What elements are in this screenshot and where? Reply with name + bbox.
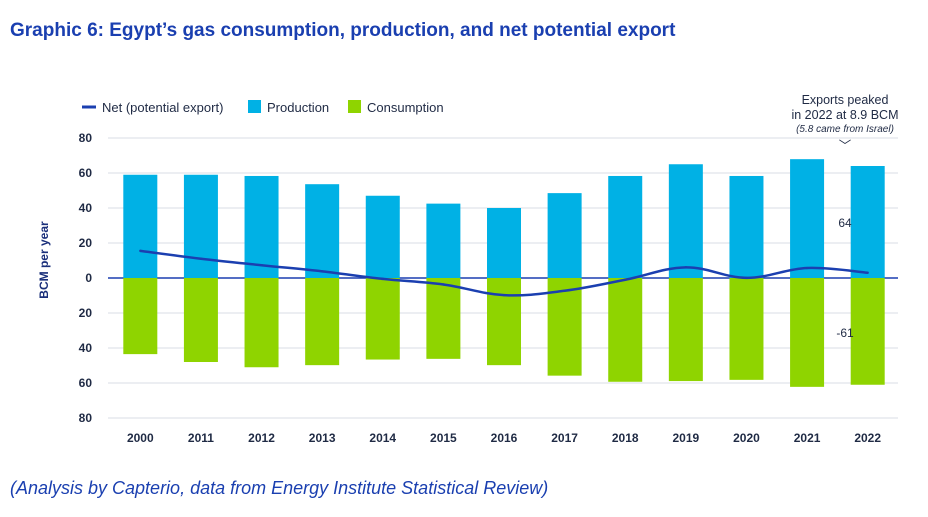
data-label-production-2022: 64 [838, 216, 852, 230]
x-tick-label: 2015 [430, 431, 457, 445]
source-caption: (Analysis by Capterio, data from Energy … [10, 478, 549, 498]
net-point [866, 271, 869, 274]
x-tick-label: 2018 [612, 431, 639, 445]
y-tick-label: 40 [79, 201, 93, 215]
net-point [442, 283, 445, 286]
production-bar [365, 195, 400, 278]
annotation-arrow: ﹀ [839, 139, 852, 153]
y-tick-label: 20 [79, 306, 93, 320]
consumption-bar [123, 278, 158, 355]
consumption-bar [183, 278, 218, 362]
consumption-bar [426, 278, 461, 359]
production-bar [487, 208, 521, 278]
net-line-group [139, 249, 869, 297]
annotation-line-1: Exports peaked [802, 93, 889, 107]
y-tick-label: 20 [79, 236, 93, 250]
x-tick-label: 2014 [369, 431, 396, 445]
x-tick-label: 2022 [854, 431, 881, 445]
consumption-bar [487, 278, 521, 366]
consumption-bar [547, 278, 582, 376]
production-bar [183, 174, 218, 278]
bars [123, 159, 885, 387]
net-point [502, 293, 506, 297]
x-tick-label: 2016 [491, 431, 518, 445]
y-tick-label: 80 [79, 131, 93, 145]
net-point [805, 266, 809, 270]
production-bar [244, 175, 279, 278]
consumption-bar [608, 278, 643, 382]
consumption-bar [365, 278, 400, 360]
production-bar [850, 166, 885, 278]
page-title: Graphic 6: Egypt’s gas consumption, prod… [10, 20, 676, 41]
production-bar [790, 159, 825, 278]
y-tick-label: 40 [79, 341, 93, 355]
legend-production-label: Production [267, 100, 329, 115]
x-tick-label: 2000 [127, 431, 154, 445]
net-point [745, 276, 748, 280]
consumption-bar [305, 278, 340, 366]
consumption-bar [244, 278, 279, 368]
x-tick-label: 2019 [672, 431, 699, 445]
y-tick-label: 80 [79, 411, 93, 425]
y-axis-label: BCM per year [37, 221, 51, 299]
consumption-bar [850, 278, 885, 385]
production-bar [426, 203, 461, 278]
production-bar [608, 175, 643, 278]
production-bar [729, 175, 764, 278]
net-point [684, 266, 688, 269]
y-tick-labels: 80 60 40 20 0 20 40 60 80 [79, 131, 93, 425]
net-point [199, 257, 203, 260]
annotation-line-2: in 2022 at 8.9 BCM [791, 108, 898, 122]
x-tick-label: 2011 [188, 431, 214, 445]
x-tick-label: 2020 [733, 431, 760, 445]
legend: Net (potential export) Production Consum… [82, 100, 444, 115]
legend-production-swatch [248, 100, 261, 113]
data-label-consumption-2022: -61 [836, 326, 854, 340]
net-point [260, 264, 263, 267]
net-point [139, 249, 142, 253]
x-tick-label: 2017 [551, 431, 578, 445]
production-bar [668, 164, 703, 278]
net-point [563, 289, 566, 292]
legend-consumption-swatch [348, 100, 361, 113]
y-tick-label: 60 [79, 166, 93, 180]
annotation-line-3: (5.8 came from Israel) [796, 124, 894, 135]
x-tick-label: 2013 [309, 431, 336, 445]
production-bar [547, 193, 582, 278]
consumption-bar [790, 278, 825, 387]
consumption-bar [668, 278, 703, 382]
legend-net-label: Net (potential export) [102, 100, 223, 115]
production-bar [305, 184, 340, 278]
legend-consumption-label: Consumption [367, 100, 444, 115]
net-point [624, 278, 627, 281]
y-tick-label: 60 [79, 376, 93, 390]
net-point [320, 270, 324, 273]
x-tick-label: 2021 [794, 431, 821, 445]
peak-annotation: Exports peaked in 2022 at 8.9 BCM (5.8 c… [791, 93, 898, 153]
y-tick-label: 0 [85, 271, 92, 285]
consumption-bar [729, 278, 764, 380]
x-tick-labels: 2000 2011 2012 2013 2014 2015 2016 2017 2018 2019… [127, 431, 881, 445]
net-point [381, 277, 384, 281]
x-tick-label: 2012 [248, 431, 275, 445]
production-bar [123, 174, 158, 278]
